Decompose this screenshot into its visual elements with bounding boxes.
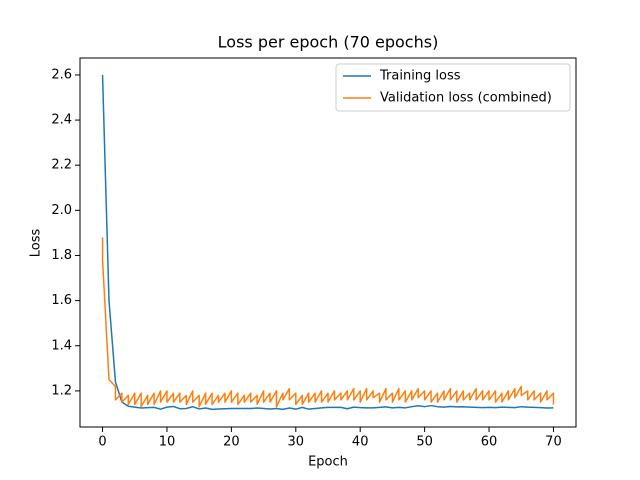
y-tick-label: 1.4 [51, 338, 72, 353]
x-tick-label: 0 [98, 435, 106, 450]
y-axis-label: Loss [29, 229, 44, 258]
y-tick-label: 2.6 [51, 67, 72, 82]
y-tick-label: 1.8 [51, 248, 72, 263]
x-tick-label: 40 [352, 435, 369, 450]
series-line [101, 237, 555, 408]
x-tick-label: 20 [223, 435, 240, 450]
x-tick-label: 30 [288, 435, 305, 450]
y-tick-label: 2.4 [51, 113, 72, 128]
x-axis-label: Epoch [308, 455, 348, 470]
y-tick-label: 2.2 [51, 158, 72, 173]
x-tick-label: 60 [481, 435, 498, 450]
x-tick-label: 50 [416, 435, 433, 450]
y-tick-label: 2.0 [51, 203, 72, 218]
chart-title: Loss per epoch (70 epochs) [218, 33, 439, 52]
legend-label: Training loss [379, 69, 461, 84]
y-tick-label: 1.2 [51, 383, 72, 398]
x-tick-label: 70 [545, 435, 562, 450]
legend-box [335, 63, 571, 112]
series-line [101, 74, 554, 411]
legend-label: Validation loss (combined) [380, 91, 552, 106]
y-tick-label: 1.6 [51, 293, 72, 308]
plot-frame [79, 57, 577, 428]
x-tick-label: 10 [159, 435, 176, 450]
